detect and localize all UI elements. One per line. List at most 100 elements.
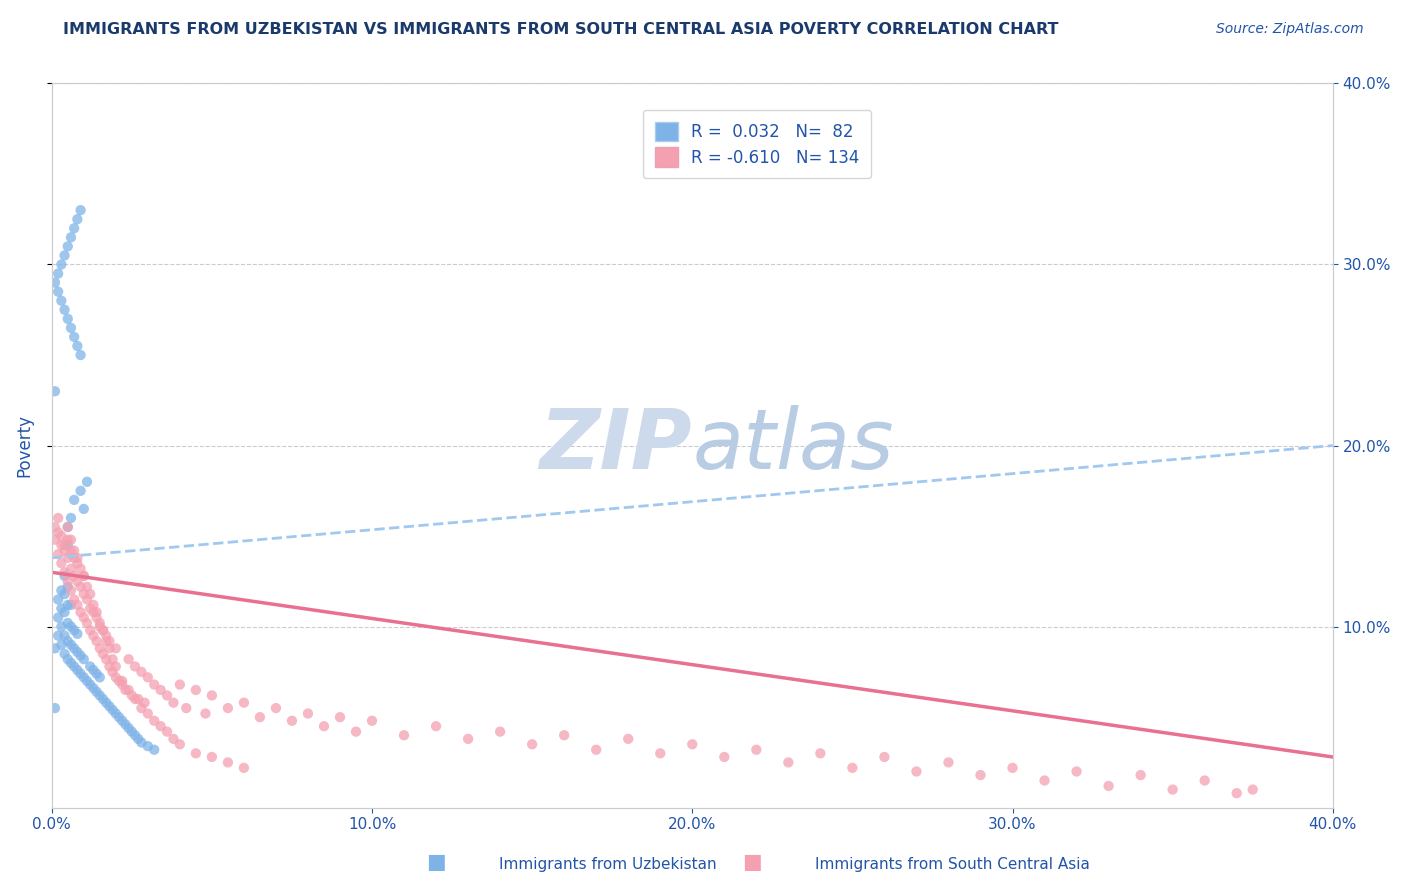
Point [66,663,89,677]
Point [53,302,76,317]
Point [194,706,217,721]
Point [56,533,79,547]
Point [174,701,197,715]
Point [44,533,66,547]
Point [66,556,89,570]
Point [169,737,191,751]
Point [361,714,384,728]
Point [69,483,91,498]
Point [108,673,131,688]
Point [63,492,86,507]
Text: Immigrants from South Central Asia: Immigrants from South Central Asia [815,857,1091,872]
Point [66,598,89,612]
Text: Source: ZipAtlas.com: Source: ZipAtlas.com [1216,22,1364,37]
Point [297,706,319,721]
Point [82,663,104,677]
Point [56,538,79,552]
Point [76,475,98,489]
Point [56,634,79,648]
Point [104,706,127,721]
Point [98,659,121,673]
Point [489,724,512,739]
Point [457,731,479,746]
Point [69,580,91,594]
Point [91,624,114,638]
Point [136,706,159,721]
Point [51,556,73,570]
Point [69,666,91,681]
Point [63,592,86,607]
Point [59,583,82,598]
Point [312,719,335,733]
Point [59,619,82,633]
Point [91,647,114,661]
Point [89,670,111,684]
Point [905,764,928,779]
Point [127,692,149,706]
Point [56,615,79,630]
Point [143,743,166,757]
Point [1241,782,1264,797]
Point [344,724,367,739]
Point [86,605,108,619]
Point [1001,761,1024,775]
Point [650,747,672,761]
Point [136,670,159,684]
Point [73,569,96,583]
Point [745,743,768,757]
Point [86,666,108,681]
Point [86,610,108,624]
Point [76,673,98,688]
Point [63,659,86,673]
Point [73,670,96,684]
Point [56,598,79,612]
Point [89,619,111,633]
Text: ■: ■ [426,853,446,872]
Point [51,619,73,633]
Point [46,285,69,299]
Point [778,756,800,770]
Point [51,583,73,598]
Point [553,728,575,742]
Point [329,710,352,724]
Point [617,731,640,746]
Point [1129,768,1152,782]
Point [51,601,73,615]
Point [86,685,108,699]
Point [66,574,89,589]
Point [73,610,96,624]
Point [127,731,149,746]
Point [169,677,191,691]
Point [79,659,101,673]
Point [425,719,447,733]
Point [46,629,69,643]
Point [1033,773,1056,788]
Point [938,756,960,770]
Point [131,665,153,679]
Point [96,652,118,666]
Point [82,605,104,619]
Point [44,384,66,399]
Point [63,330,86,344]
Point [117,683,139,698]
Point [117,721,139,735]
Point [162,731,184,746]
Point [56,520,79,534]
Point [392,728,415,742]
Point [124,728,146,742]
Point [184,747,207,761]
Point [104,670,127,684]
Point [44,641,66,656]
Point [101,665,124,679]
Point [69,605,91,619]
Point [1161,782,1184,797]
Point [76,592,98,607]
Point [59,321,82,335]
Point [59,230,82,244]
Point [59,656,82,670]
Point [1226,786,1249,800]
Point [56,520,79,534]
Point [46,525,69,540]
Point [101,652,124,666]
Point [46,267,69,281]
